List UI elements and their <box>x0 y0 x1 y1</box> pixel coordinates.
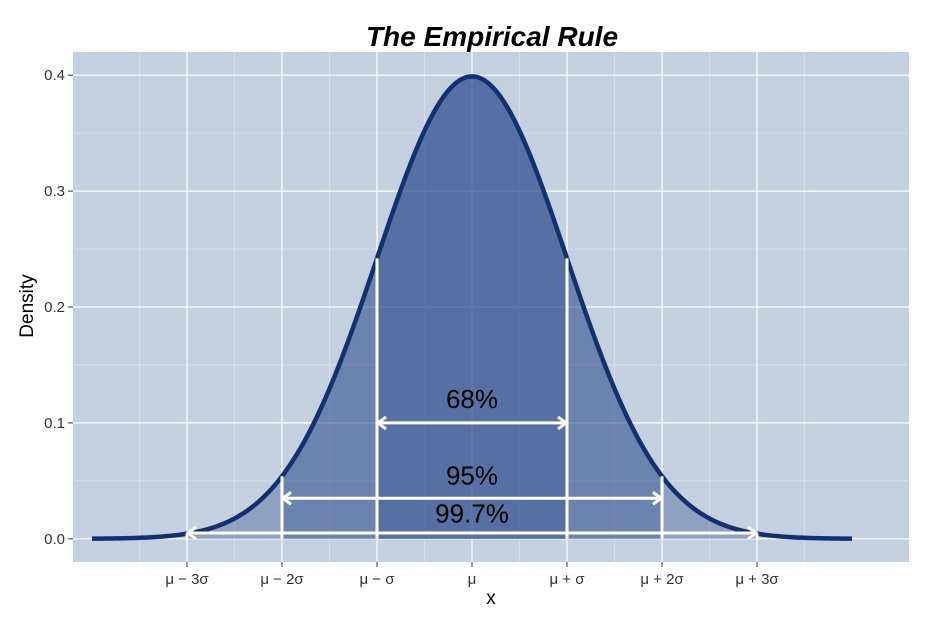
x-axis-label: x <box>486 588 496 609</box>
x-tick-label: μ − σ <box>360 571 396 588</box>
interval-label-68%: 68% <box>446 384 498 414</box>
arrow-head-left <box>280 491 292 506</box>
arrow-head-left <box>375 415 387 431</box>
y-axis: 0.0 0.1 0.2 0.3 0.4 <box>44 67 73 548</box>
x-tick-label: μ + 2σ <box>640 571 684 588</box>
x-tick-label: μ − 3σ <box>165 571 209 588</box>
interval-label-99.7%: 99.7% <box>435 499 509 529</box>
chart-title: The Empirical Rule <box>366 21 618 52</box>
y-axis-label: Density <box>17 274 38 338</box>
arrow-head-right <box>557 415 569 431</box>
arrow-head-left <box>185 525 197 541</box>
annotation-layer: 68% 95% 99.7% <box>185 258 759 541</box>
interval-label-95%: 95% <box>446 460 498 490</box>
y-tick-label: 0.3 <box>44 183 65 200</box>
curve-layer <box>91 74 853 541</box>
density-curve <box>91 74 853 541</box>
y-tick-label: 0.2 <box>44 299 65 316</box>
y-tick-label: 0.1 <box>44 415 65 432</box>
x-tick-label: μ <box>468 571 477 588</box>
arrow-head-right <box>747 525 759 541</box>
arrow-head-right <box>652 491 664 506</box>
y-tick-label: 0.4 <box>44 67 65 84</box>
x-tick-label: μ + σ <box>550 571 586 588</box>
shaded-area-99.7% <box>187 76 757 539</box>
x-axis: μ − 3σ μ − 2σ μ − σ μ μ + σ μ + 2σ μ + 3σ <box>165 562 779 588</box>
x-tick-label: μ − 2σ <box>260 571 304 588</box>
y-tick-label: 0.0 <box>44 531 65 548</box>
x-tick-label: μ + 3σ <box>735 571 779 588</box>
